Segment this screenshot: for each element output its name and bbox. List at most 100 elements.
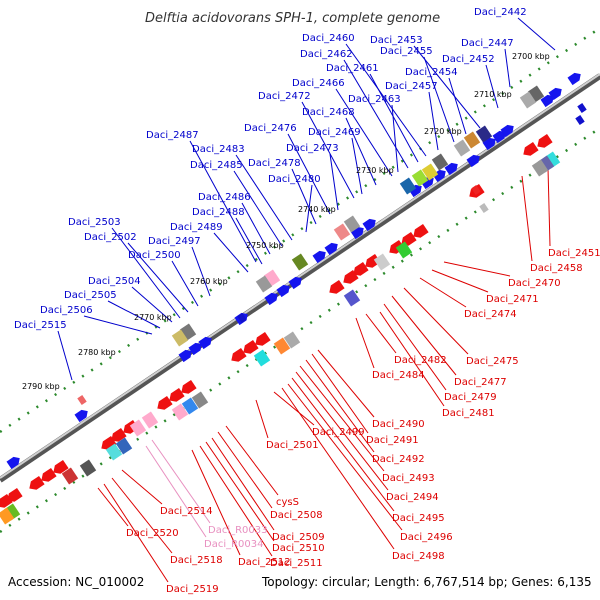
reverse-gene-label[interactable]: Daci_2514	[160, 506, 213, 517]
forward-gene-label[interactable]: Daci_2472	[258, 91, 311, 102]
gene-block-small	[479, 203, 489, 213]
reverse-gene-callout	[305, 359, 375, 453]
forward-gene-label[interactable]: Daci_2476	[244, 123, 297, 134]
reverse-gene-label[interactable]: Daci_2477	[454, 377, 507, 388]
reverse-gene-label[interactable]: Daci_2508	[270, 510, 323, 521]
reverse-gene-label[interactable]: Daci_2493	[382, 473, 435, 484]
forward-gene-label[interactable]: Daci_2462	[300, 49, 353, 60]
forward-gene-label[interactable]: Daci_2452	[442, 54, 495, 65]
forward-gene-callout	[111, 227, 181, 319]
reverse-gene-label[interactable]: Daci_2519	[166, 584, 219, 595]
rna-gene-label[interactable]: Daci_R0033	[208, 525, 268, 536]
reverse-gene-label[interactable]: Daci_2518	[170, 555, 223, 566]
forward-gene-label[interactable]: Daci_2453	[370, 35, 423, 46]
forward-gene-callout	[391, 104, 399, 173]
reverse-gene-label[interactable]: Daci_2501	[266, 440, 319, 451]
scale-tick-label: 2710 kbp	[474, 90, 512, 99]
reverse-gene-label[interactable]: Daci_2458	[530, 263, 583, 274]
forward-gene-label[interactable]: Daci_2487	[146, 130, 199, 141]
forward-gene-label[interactable]: Daci_2454	[405, 67, 458, 78]
rna-gene-label[interactable]: Daci_R0034	[204, 539, 264, 550]
forward-gene-label[interactable]: Daci_2469	[308, 127, 361, 138]
scale-tick-label: 2790 kbp	[22, 382, 60, 391]
reverse-gene-label[interactable]: Daci_2512	[238, 557, 291, 568]
reverse-gene-arrow	[353, 261, 369, 276]
reverse-gene-label[interactable]: Daci_2471	[486, 294, 539, 305]
reverse-gene-label[interactable]: Daci_2490	[372, 419, 425, 430]
gene-block	[399, 177, 417, 195]
reverse-gene-callout	[287, 383, 403, 531]
reverse-gene-label[interactable]: Daci_2496	[400, 532, 453, 543]
reverse-gene-label[interactable]: Daci_2492	[372, 454, 425, 465]
reverse-gene-label[interactable]: Daci_2481	[442, 408, 495, 419]
gene-block	[141, 411, 159, 429]
forward-gene-label[interactable]: Daci_2500	[128, 250, 181, 261]
gene-block	[421, 163, 439, 181]
reverse-gene-label[interactable]: Daci_2498	[392, 551, 445, 562]
forward-gene-callout	[83, 315, 153, 335]
reverse-gene-label[interactable]: Daci_2491	[366, 435, 419, 446]
reverse-gene-label[interactable]: Daci_2484	[372, 370, 425, 381]
gene-block-small	[77, 395, 87, 405]
forward-gene-arrow	[362, 218, 376, 232]
forward-gene-label[interactable]: Daci_2468	[302, 107, 355, 118]
forward-gene-label[interactable]: Daci_2506	[40, 305, 93, 316]
forward-gene-label[interactable]: Daci_2461	[326, 63, 379, 74]
reverse-gene-label[interactable]: Daci_2520	[126, 528, 179, 539]
forward-gene-label[interactable]: Daci_2486	[198, 192, 251, 203]
reverse-gene-label[interactable]: Daci_2475	[466, 356, 519, 367]
forward-gene-label[interactable]: Daci_2442	[474, 7, 527, 18]
forward-gene-label[interactable]: Daci_2473	[286, 143, 339, 154]
forward-gene-arrow	[276, 284, 290, 298]
forward-gene-label[interactable]: Daci_2503	[68, 217, 121, 228]
reverse-gene-label[interactable]: Daci_2470	[508, 278, 561, 289]
forward-gene-label[interactable]: Daci_2480	[268, 174, 321, 185]
forward-gene-callout	[131, 286, 173, 323]
gene-block	[519, 91, 537, 109]
forward-gene-label[interactable]: Daci_2505	[64, 290, 117, 301]
reverse-gene-label[interactable]: Daci_2511	[270, 558, 323, 569]
forward-gene-label[interactable]: Daci_2455	[380, 46, 433, 57]
reverse-gene-label[interactable]: Daci_2510	[272, 543, 325, 554]
forward-gene-label[interactable]: Daci_2485	[190, 160, 243, 171]
forward-gene-label[interactable]: Daci_2515	[14, 320, 67, 331]
reverse-gene-label[interactable]: Daci_2509	[272, 532, 325, 543]
reverse-gene-label[interactable]: Daci_2494	[386, 492, 439, 503]
forward-gene-callout	[233, 170, 283, 247]
reverse-gene-callout	[443, 261, 511, 277]
forward-gene-callout	[369, 73, 419, 163]
scale-tick-label: 2730 kbp	[356, 166, 394, 175]
gene-block	[527, 85, 545, 103]
forward-gene-arrow	[548, 87, 562, 101]
forward-gene-arrow	[74, 409, 88, 423]
forward-gene-arrow	[198, 336, 212, 350]
forward-gene-label[interactable]: Daci_2463	[348, 94, 401, 105]
reverse-gene-arrow	[413, 223, 429, 238]
forward-gene-label[interactable]: Daci_2478	[248, 158, 301, 169]
reverse-gene-callout	[217, 431, 273, 509]
reverse-gene-label[interactable]: Daci_2482	[394, 355, 447, 366]
reverse-gene-label[interactable]: Daci_2479	[444, 392, 497, 403]
reverse-gene-label[interactable]: Daci_2495	[392, 513, 445, 524]
forward-gene-label[interactable]: Daci_2483	[192, 144, 245, 155]
forward-gene-label[interactable]: Daci_2466	[292, 78, 345, 89]
forward-gene-label[interactable]: Daci_2457	[385, 81, 438, 92]
forward-gene-label[interactable]: Daci_2497	[148, 236, 201, 247]
forward-gene-label[interactable]: Daci_2502	[84, 232, 137, 243]
forward-gene-callout	[57, 330, 73, 381]
reverse-gene-label[interactable]: Daci_2499	[312, 427, 365, 438]
reverse-gene-arrow	[157, 395, 173, 410]
forward-gene-label[interactable]: Daci_2460	[302, 33, 355, 44]
forward-gene-label[interactable]: Daci_2504	[88, 276, 141, 287]
forward-gene-label[interactable]: Daci_2488	[192, 207, 245, 218]
forward-gene-label[interactable]: Daci_2447	[461, 38, 514, 49]
reverse-gene-label[interactable]: Daci_2474	[464, 309, 517, 320]
reverse-gene-label[interactable]: cysS	[276, 497, 299, 508]
forward-gene-callout	[448, 77, 467, 135]
reverse-gene-label[interactable]: Daci_2451	[548, 248, 600, 259]
gene-block	[255, 275, 273, 293]
gene-block	[105, 443, 123, 461]
forward-gene-callout	[241, 202, 271, 255]
forward-gene-label[interactable]: Daci_2489	[170, 222, 223, 233]
